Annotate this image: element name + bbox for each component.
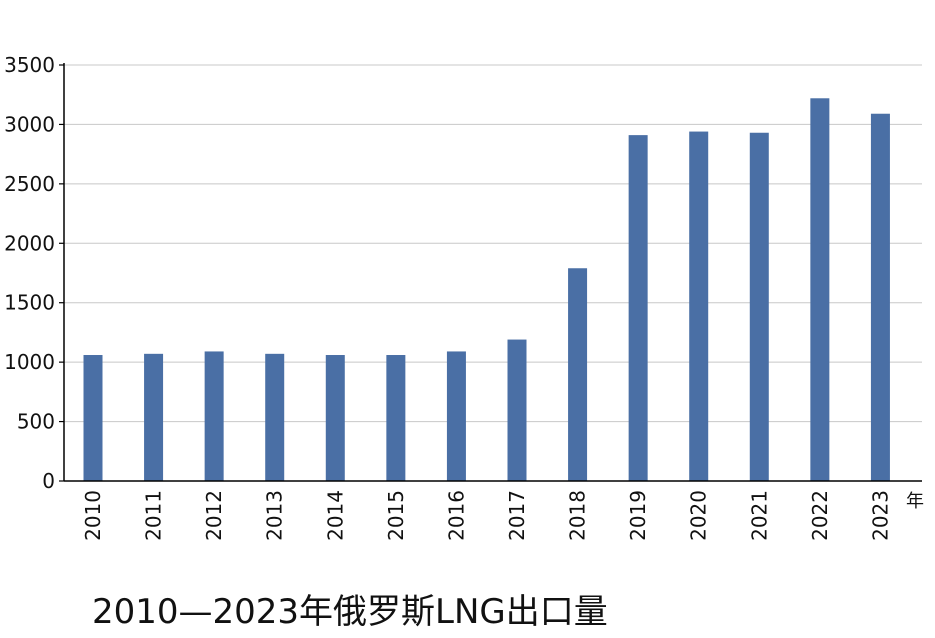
y-tick-label: 500 bbox=[17, 410, 55, 434]
x-tick-label: 2014 bbox=[323, 490, 347, 541]
gridlines bbox=[64, 64, 922, 423]
bar-2010 bbox=[83, 355, 103, 481]
bar-2011 bbox=[144, 353, 164, 481]
bar-2020 bbox=[689, 131, 709, 481]
chart-caption: 2010—2023年俄罗斯LNG出口量 bbox=[92, 592, 608, 632]
y-tick-label: 1000 bbox=[4, 350, 55, 374]
x-tick-label: 2022 bbox=[808, 490, 832, 541]
x-tick-labels: 2010 2011 2012 2013 2014 2015 2016 2017 2018 2019… bbox=[81, 490, 892, 541]
bar-2018 bbox=[568, 268, 588, 481]
bar-2013 bbox=[265, 353, 285, 481]
x-tick-label: 2023 bbox=[868, 490, 892, 541]
x-tick-label: 2019 bbox=[626, 490, 650, 541]
bar-2021 bbox=[749, 132, 769, 481]
y-tick-label: 2500 bbox=[4, 172, 55, 196]
bar-2015 bbox=[386, 355, 406, 481]
y-tick-label: 2000 bbox=[4, 231, 55, 255]
x-tick-label: 2021 bbox=[747, 490, 771, 541]
bar-2017 bbox=[507, 339, 527, 481]
x-tick-label: 2020 bbox=[687, 490, 711, 541]
x-tick-label: 2013 bbox=[263, 490, 287, 541]
y-tick-label: 0 bbox=[42, 469, 55, 493]
x-tick-label: 2015 bbox=[384, 490, 408, 541]
axes bbox=[59, 63, 922, 482]
x-tick-label: 2017 bbox=[505, 490, 529, 541]
y-tick-label: 3000 bbox=[4, 112, 55, 136]
x-axis-unit-label: 年 bbox=[906, 491, 924, 512]
bar-2022 bbox=[810, 98, 830, 481]
x-tick-label: 2016 bbox=[444, 490, 468, 541]
x-tick-label: 2010 bbox=[81, 490, 105, 541]
bar-2023 bbox=[870, 113, 890, 481]
x-tick-label: 2011 bbox=[142, 490, 166, 541]
y-tick-label: 1500 bbox=[4, 291, 55, 315]
bars bbox=[83, 98, 890, 481]
y-tick-label: 3500 bbox=[4, 53, 55, 77]
bar-2016 bbox=[446, 351, 466, 481]
bar-2012 bbox=[204, 351, 224, 481]
x-tick-label: 2012 bbox=[202, 490, 226, 541]
y-tick-labels: 0 500 1000 1500 2000 2500 3000 3500 bbox=[4, 53, 55, 493]
bar-2014 bbox=[325, 355, 345, 481]
x-tick-label: 2018 bbox=[566, 490, 590, 541]
bar-2019 bbox=[628, 135, 648, 481]
